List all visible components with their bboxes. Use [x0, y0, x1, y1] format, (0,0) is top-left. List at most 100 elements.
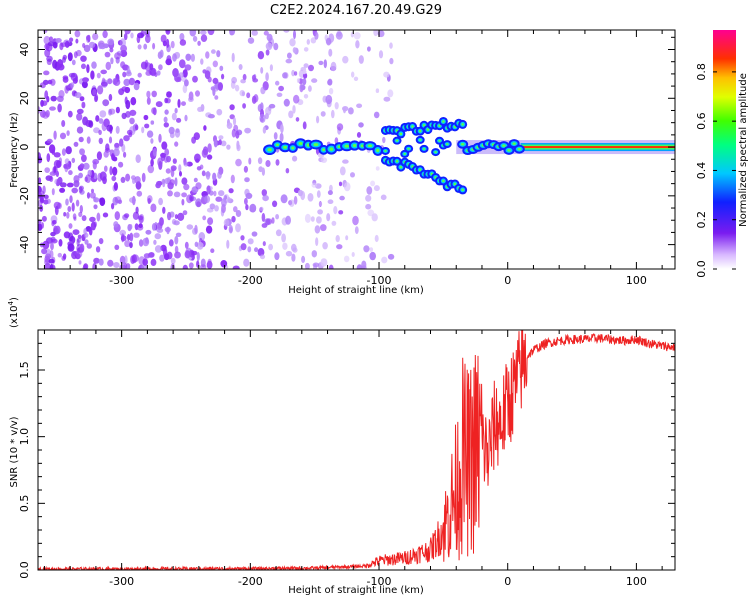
noise-point	[218, 135, 224, 140]
noise-point	[75, 38, 79, 44]
noise-point	[249, 203, 257, 213]
snr-x-tick-label: -300	[109, 575, 134, 588]
noise-point	[165, 58, 172, 66]
noise-point	[297, 189, 303, 197]
noise-point	[178, 164, 182, 172]
noise-point	[117, 199, 123, 205]
noise-point	[310, 37, 317, 44]
noise-point	[308, 64, 314, 72]
noise-point	[93, 257, 100, 264]
noise-point	[317, 209, 323, 215]
noise-point	[355, 40, 360, 49]
noise-point	[74, 30, 81, 38]
signal-blob-core	[395, 139, 399, 142]
noise-point	[46, 55, 53, 62]
noise-point	[151, 223, 157, 231]
noise-point	[302, 121, 307, 130]
noise-point	[167, 190, 173, 197]
colorbar: 0.0 0.2 0.4 0.6 0.8 Normalized spectral ampl…	[695, 30, 749, 278]
noise-point	[318, 60, 324, 66]
noise-point	[95, 115, 100, 122]
noise-point	[268, 243, 273, 251]
noise-point	[124, 86, 131, 94]
signal-blob-core	[337, 145, 341, 149]
noise-point	[46, 153, 51, 163]
noise-point	[81, 154, 87, 163]
noise-point	[189, 194, 194, 202]
noise-point	[108, 93, 113, 102]
spectrogram-signal	[263, 116, 675, 195]
noise-point	[192, 35, 198, 42]
signal-blob-core	[395, 160, 399, 163]
noise-point	[207, 114, 215, 119]
noise-point	[261, 212, 266, 222]
noise-point	[348, 107, 354, 115]
noise-point	[48, 144, 56, 154]
noise-point	[343, 255, 350, 263]
noise-point	[69, 195, 73, 204]
noise-point	[141, 126, 145, 134]
noise-point	[245, 204, 249, 211]
noise-point	[72, 213, 77, 220]
noise-point	[244, 197, 248, 205]
noise-point	[310, 216, 315, 222]
noise-point	[214, 95, 219, 100]
noise-point	[55, 225, 61, 234]
noise-point	[291, 243, 297, 252]
noise-point	[129, 242, 133, 249]
noise-point	[292, 47, 297, 54]
signal-blob-core	[399, 165, 403, 169]
noise-point	[48, 258, 55, 264]
noise-point	[133, 232, 140, 238]
noise-point	[292, 105, 296, 114]
noise-point	[311, 182, 318, 188]
signal-blob-core	[512, 142, 516, 145]
noise-point	[235, 223, 241, 233]
noise-point	[278, 85, 284, 92]
noise-point	[181, 101, 186, 106]
noise-point	[124, 240, 131, 248]
noise-point	[119, 38, 126, 48]
noise-point	[137, 32, 144, 39]
noise-point	[232, 117, 237, 126]
spectrogram-y-tick-label: -40	[18, 236, 31, 254]
noise-point	[164, 109, 169, 115]
noise-point	[174, 245, 179, 254]
noise-point	[95, 246, 101, 253]
noise-point	[184, 114, 188, 122]
noise-point	[99, 197, 106, 206]
noise-point	[273, 42, 279, 51]
noise-point	[63, 212, 67, 217]
noise-point	[312, 262, 320, 268]
noise-point	[213, 190, 217, 197]
noise-point	[303, 63, 309, 68]
noise-point	[143, 43, 148, 50]
noise-point	[371, 213, 378, 222]
noise-point	[259, 254, 266, 260]
signal-blob-core	[407, 147, 410, 150]
noise-point	[59, 182, 67, 188]
noise-point	[335, 235, 340, 243]
noise-point	[154, 245, 162, 253]
noise-point	[100, 69, 107, 75]
noise-point	[265, 49, 270, 56]
noise-point	[220, 140, 227, 147]
noise-point	[138, 223, 143, 229]
noise-point	[51, 188, 55, 196]
noise-point	[73, 141, 79, 147]
noise-point	[99, 43, 106, 50]
noise-point	[252, 78, 259, 83]
noise-point	[178, 72, 184, 78]
signal-blob-core	[453, 182, 457, 186]
noise-point	[86, 192, 91, 199]
noise-point	[162, 206, 166, 214]
noise-point	[102, 30, 108, 39]
noise-point	[356, 132, 362, 138]
noise-point	[71, 202, 75, 212]
noise-point	[350, 172, 355, 178]
noise-point	[261, 167, 265, 176]
noise-point	[124, 30, 131, 35]
signal-blob-core	[438, 124, 441, 127]
noise-point	[145, 34, 151, 44]
